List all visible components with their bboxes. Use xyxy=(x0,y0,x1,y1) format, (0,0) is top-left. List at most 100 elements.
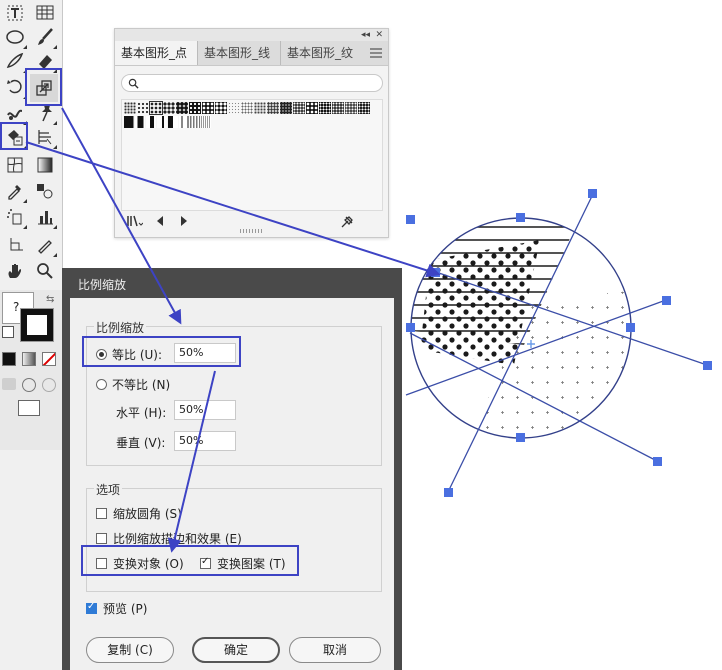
pattern-swatch[interactable] xyxy=(241,102,253,114)
pattern-swatch[interactable] xyxy=(306,102,318,114)
tab-lines[interactable]: 基本图形_线 xyxy=(197,41,280,65)
pattern-swatch[interactable] xyxy=(332,102,344,114)
close-icon[interactable]: ✕ xyxy=(375,30,383,40)
blend-icon[interactable] xyxy=(32,178,58,204)
pattern-swatch[interactable] xyxy=(201,116,211,128)
live-paint-icon[interactable] xyxy=(2,124,28,150)
panel-tabs: 基本图形_点 基本图形_线 基本图形_纹 xyxy=(115,41,388,66)
preview-checkbox[interactable] xyxy=(86,601,97,614)
scale-strokes-checkbox[interactable] xyxy=(96,533,107,544)
pattern-swatch[interactable] xyxy=(215,102,227,114)
pattern-swatch[interactable] xyxy=(135,116,145,128)
scale-corners-checkbox[interactable] xyxy=(96,508,107,519)
uniform-input[interactable]: 50% xyxy=(174,343,236,363)
vertical-input[interactable]: 50% xyxy=(174,431,236,451)
pattern-swatch[interactable] xyxy=(157,116,167,128)
default-colors-icon[interactable] xyxy=(2,326,14,338)
preview-option[interactable]: 预览 (P) xyxy=(86,600,147,617)
pattern-swatch[interactable] xyxy=(163,102,175,114)
live-paint-highlight xyxy=(0,122,28,150)
horizontal-row: 水平 (H): xyxy=(116,404,166,421)
pattern-swatch[interactable] xyxy=(124,116,134,128)
scale-corners-option[interactable]: 缩放圆角 (S) xyxy=(96,505,182,522)
eraser-icon[interactable] xyxy=(32,48,58,74)
swap-colors-icon[interactable]: ⇆ xyxy=(46,294,55,305)
swatch-libraries-icon[interactable] xyxy=(127,215,144,230)
pattern-swatch[interactable] xyxy=(179,116,189,128)
scale-tool-highlight xyxy=(25,68,62,106)
collapse-icon[interactable]: ◂◂ xyxy=(360,30,370,40)
ellipse-tool-icon[interactable] xyxy=(2,24,28,50)
tab-textures[interactable]: 基本图形_纹 xyxy=(280,41,363,65)
pin-icon[interactable] xyxy=(32,100,58,126)
gradient-mode-icon[interactable] xyxy=(22,352,36,366)
uniform-highlight xyxy=(82,336,241,367)
next-arrow-icon[interactable] xyxy=(179,215,189,230)
uniform-option[interactable]: 等比 (U): xyxy=(96,346,162,363)
horizontal-input[interactable]: 50% xyxy=(174,400,236,420)
pattern-swatch[interactable] xyxy=(176,102,188,114)
pattern-swatch[interactable] xyxy=(280,102,292,114)
uniform-radio[interactable] xyxy=(96,349,107,360)
draw-inside-icon[interactable] xyxy=(42,378,56,392)
eyedropper-icon[interactable] xyxy=(2,178,28,204)
pattern-swatch[interactable] xyxy=(228,102,240,114)
preview-label: 预览 (P) xyxy=(103,602,148,616)
pattern-swatch[interactable] xyxy=(146,116,156,128)
transform-options-highlight xyxy=(81,545,299,576)
zoom-icon[interactable] xyxy=(32,258,58,284)
pattern-swatch[interactable] xyxy=(202,102,214,114)
resize-grip[interactable] xyxy=(240,229,264,233)
circle-shape[interactable] xyxy=(410,217,632,439)
pattern-swatch[interactable] xyxy=(137,102,149,114)
scale-tool-icon[interactable] xyxy=(30,74,58,102)
artboard-icon[interactable] xyxy=(2,232,28,258)
pattern-swatch[interactable] xyxy=(358,102,370,114)
pattern-swatch[interactable] xyxy=(293,102,305,114)
non-uniform-option[interactable]: 不等比 (N) xyxy=(96,376,170,393)
type-tool-icon[interactable] xyxy=(2,0,28,26)
pattern-swatch[interactable] xyxy=(345,102,357,114)
cancel-button[interactable]: 取消 xyxy=(289,637,381,663)
ok-button[interactable]: 确定 xyxy=(192,637,280,663)
transform-objects-checkbox[interactable] xyxy=(96,558,107,569)
transform-patterns-checkbox[interactable] xyxy=(200,556,211,569)
stroke-swatch[interactable] xyxy=(20,308,54,342)
pattern-swatch[interactable] xyxy=(254,102,266,114)
pattern-swatch[interactable] xyxy=(190,116,200,128)
symbol-sprayer-icon[interactable] xyxy=(2,204,28,230)
none-mode-icon[interactable] xyxy=(42,352,56,366)
dialog-body: 比例缩放 等比 (U): 50% 不等比 (N) 水平 (H): 50% 垂直 … xyxy=(70,298,394,670)
center-point-icon xyxy=(527,340,535,348)
hand-icon[interactable] xyxy=(2,258,28,284)
tab-dots[interactable]: 基本图形_点 xyxy=(115,41,197,65)
table-grid-icon[interactable] xyxy=(32,0,58,26)
pattern-swatch[interactable] xyxy=(149,101,163,115)
pin-panel-icon[interactable] xyxy=(340,215,354,232)
pattern-swatch[interactable] xyxy=(189,102,201,114)
column-graph-icon[interactable] xyxy=(32,204,58,230)
previous-arrow-icon[interactable] xyxy=(155,215,165,230)
scale-corners-label: 缩放圆角 (S) xyxy=(113,507,182,521)
transform-objects-option[interactable]: 变换对象 (O) xyxy=(96,555,184,572)
draw-normal-icon[interactable] xyxy=(2,378,16,390)
gradient-icon[interactable] xyxy=(32,152,58,178)
chart-tool-icon[interactable] xyxy=(32,124,58,150)
pattern-swatch[interactable] xyxy=(124,102,136,114)
draw-behind-icon[interactable] xyxy=(22,378,36,392)
pattern-swatch[interactable] xyxy=(267,102,279,114)
copy-button[interactable]: 复制 (C) xyxy=(86,637,174,663)
slice-icon[interactable] xyxy=(32,232,58,258)
screen-mode-icon[interactable] xyxy=(18,400,40,416)
vertical-label: 垂直 (V): xyxy=(116,436,166,450)
transform-patterns-option[interactable]: 变换图案 (T) xyxy=(200,555,286,572)
anchor-handles[interactable] xyxy=(406,189,712,497)
panel-menu-icon[interactable] xyxy=(370,47,382,61)
non-uniform-radio[interactable] xyxy=(96,379,107,390)
color-mode-icon[interactable] xyxy=(2,352,16,366)
swatch-search-input[interactable] xyxy=(121,74,383,92)
pattern-swatch[interactable] xyxy=(319,102,331,114)
paintbrush-icon[interactable] xyxy=(32,24,58,50)
pattern-swatch[interactable] xyxy=(168,116,178,128)
mesh-icon[interactable] xyxy=(2,152,28,178)
